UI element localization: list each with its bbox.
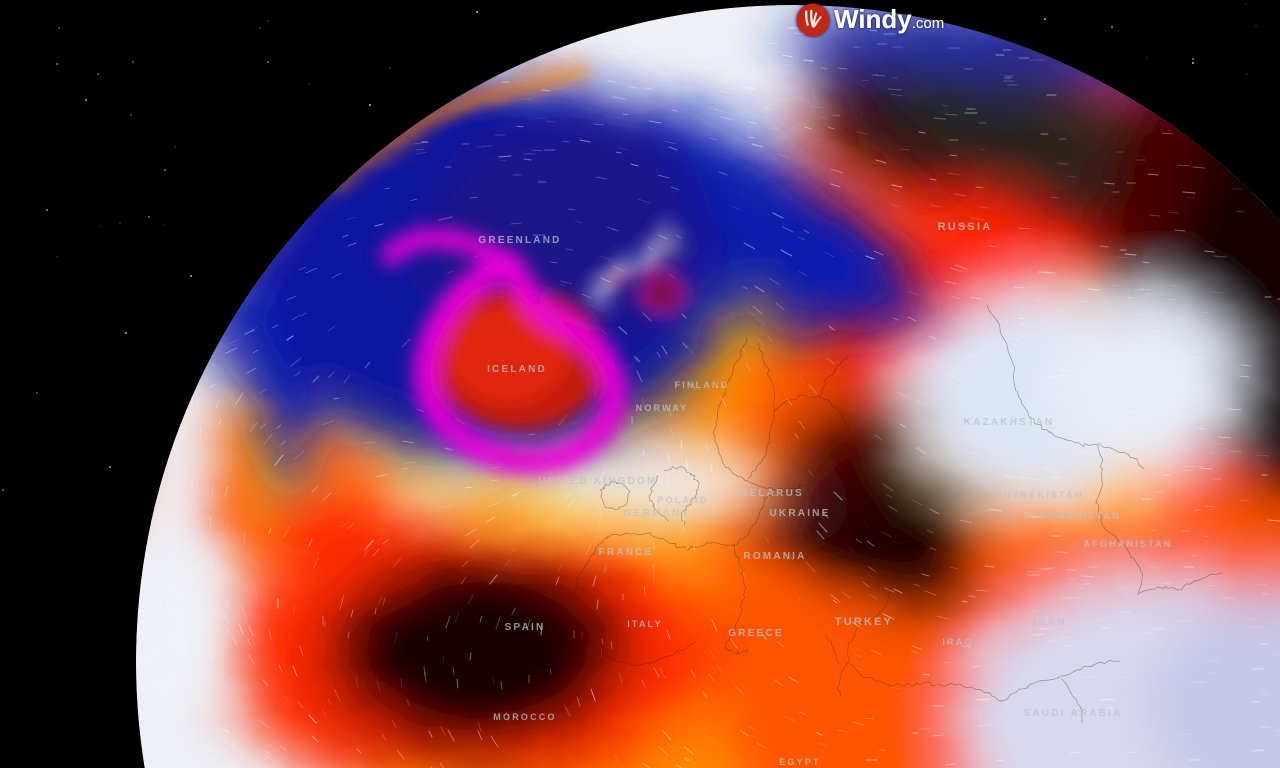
- svg-text:POLAND: POLAND: [657, 495, 708, 505]
- svg-text:NORWAY: NORWAY: [636, 403, 689, 413]
- svg-text:MOROCCO: MOROCCO: [493, 712, 556, 722]
- svg-text:TURKEY: TURKEY: [835, 616, 893, 628]
- svg-text:GREECE: GREECE: [728, 628, 783, 639]
- svg-text:UZBEKISTAN: UZBEKISTAN: [1004, 490, 1083, 500]
- svg-text:ICELAND: ICELAND: [487, 364, 547, 375]
- svg-text:UKRAINE: UKRAINE: [770, 508, 831, 519]
- svg-text:AFGHANISTAN: AFGHANISTAN: [1083, 539, 1172, 549]
- svg-text:IRAN: IRAN: [1033, 617, 1066, 628]
- svg-text:ROMANIA: ROMANIA: [743, 551, 806, 562]
- svg-text:FRANCE: FRANCE: [599, 547, 654, 558]
- svg-text:FINLAND: FINLAND: [675, 380, 730, 390]
- svg-text:BELARUS: BELARUS: [740, 488, 804, 499]
- svg-text:GREENLAND: GREENLAND: [478, 235, 561, 246]
- svg-text:IRAQ: IRAQ: [942, 637, 973, 647]
- svg-text:GERMANY: GERMANY: [624, 508, 691, 519]
- svg-text:TURKMENISTAN: TURKMENISTAN: [1023, 511, 1121, 521]
- svg-text:KAZAKHSTAN: KAZAKHSTAN: [964, 417, 1055, 428]
- svg-text:RUSSIA: RUSSIA: [938, 221, 993, 233]
- svg-text:UNITED KINGDOM: UNITED KINGDOM: [538, 476, 657, 487]
- svg-text:SPAIN: SPAIN: [505, 622, 546, 633]
- svg-text:EGYPT: EGYPT: [779, 757, 821, 767]
- svg-text:Windy.com: Windy.com: [834, 4, 944, 34]
- svg-text:SAUDI ARABIA: SAUDI ARABIA: [1024, 708, 1123, 719]
- svg-text:ITALY: ITALY: [627, 619, 663, 629]
